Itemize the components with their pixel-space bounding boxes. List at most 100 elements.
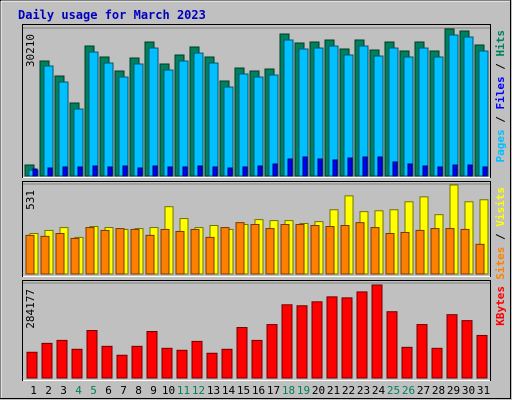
bar	[295, 224, 305, 275]
bar	[463, 36, 474, 177]
bar	[242, 166, 248, 177]
bar	[92, 165, 98, 177]
bar	[433, 56, 444, 177]
bar	[115, 228, 125, 275]
legend: Pages / Files / Hits	[494, 30, 507, 163]
x-tick-label: 3	[60, 384, 67, 397]
bar	[268, 74, 279, 177]
bar	[283, 39, 294, 177]
x-tick-label: 28	[432, 384, 445, 397]
bar	[131, 345, 143, 379]
x-tick-label: 25	[387, 384, 400, 397]
bar	[325, 226, 335, 275]
bar	[190, 228, 200, 275]
bar	[332, 159, 338, 177]
x-tick-label: 29	[447, 384, 460, 397]
bar	[313, 47, 324, 177]
bar	[220, 227, 230, 275]
bar	[182, 166, 188, 177]
bar	[212, 166, 218, 177]
bar	[193, 52, 204, 177]
bar	[326, 296, 338, 379]
bar	[437, 166, 443, 177]
bar	[461, 320, 473, 379]
bar	[73, 108, 84, 177]
bar	[205, 236, 215, 275]
bar	[116, 354, 128, 379]
x-tick-label: 11	[177, 384, 190, 397]
bar	[43, 65, 54, 177]
bar	[176, 349, 188, 379]
bar	[272, 163, 278, 177]
bar	[178, 60, 189, 177]
bar	[122, 165, 128, 177]
bar	[221, 348, 233, 379]
bar	[392, 161, 398, 177]
bar	[227, 167, 233, 177]
bar	[137, 167, 143, 177]
bar	[266, 324, 278, 379]
bar	[385, 232, 395, 275]
bar	[386, 311, 398, 379]
bar	[238, 73, 249, 177]
bar	[25, 234, 35, 275]
bar	[328, 45, 339, 177]
x-tick-label: 20	[312, 384, 325, 397]
bar	[175, 230, 185, 275]
bar	[476, 334, 488, 379]
bar	[206, 352, 218, 379]
bar	[167, 166, 173, 177]
legend-separator: /	[494, 227, 507, 247]
legend-entry: KBytes	[494, 286, 507, 326]
bar	[467, 164, 473, 177]
bar	[107, 166, 113, 177]
x-tick-label: 30	[462, 384, 475, 397]
bar	[40, 235, 50, 275]
x-tick-label: 27	[417, 384, 430, 397]
x-tick-label: 6	[105, 384, 112, 397]
bar	[475, 243, 485, 275]
y-tick-label: 531	[24, 190, 37, 210]
bar	[160, 228, 170, 275]
x-tick-label: 19	[297, 384, 310, 397]
bar	[208, 62, 219, 177]
bar	[148, 47, 159, 177]
x-tick-label: 22	[342, 384, 355, 397]
bar	[287, 158, 293, 177]
bar	[26, 351, 38, 379]
bar	[118, 76, 129, 177]
bar	[161, 347, 173, 379]
bar	[377, 156, 383, 177]
bar	[281, 304, 293, 379]
bar	[370, 227, 380, 275]
bar	[236, 327, 248, 379]
bar	[482, 166, 488, 177]
x-tick-label: 21	[327, 384, 340, 397]
bar	[197, 165, 203, 177]
bar	[388, 47, 399, 177]
legend-entry: Sites	[494, 247, 507, 280]
bar	[302, 156, 308, 177]
bar	[430, 228, 440, 275]
bar	[250, 224, 260, 275]
bar	[347, 157, 353, 177]
bar	[70, 237, 80, 275]
x-tick-label: 4	[75, 384, 82, 397]
bar	[355, 222, 365, 275]
bar	[400, 231, 410, 275]
bar	[133, 63, 144, 177]
legend-entry: Files	[494, 76, 507, 109]
x-tick-label: 26	[402, 384, 415, 397]
bar	[280, 224, 290, 275]
bar	[407, 163, 413, 177]
bar	[58, 81, 69, 177]
bar	[311, 301, 323, 379]
bar	[86, 330, 98, 379]
legend-separator: /	[494, 57, 507, 77]
y-tick-label: 30210	[24, 34, 37, 67]
bar	[62, 166, 68, 177]
bar	[253, 76, 264, 177]
bar	[446, 314, 458, 379]
bar	[340, 225, 350, 275]
